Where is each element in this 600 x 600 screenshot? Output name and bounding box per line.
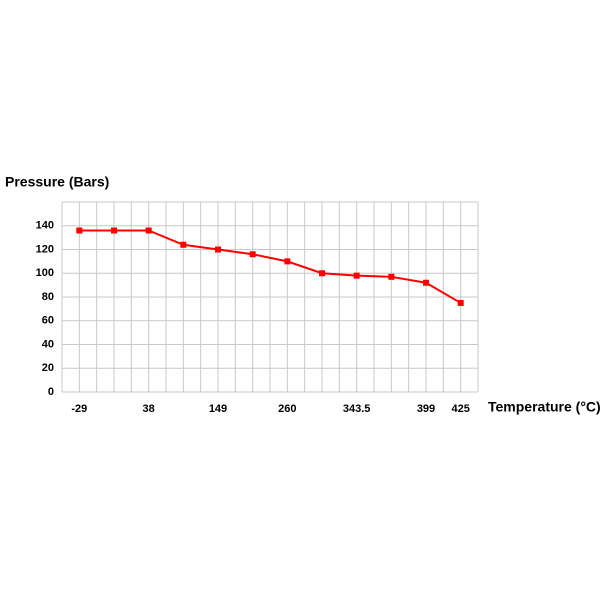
x-tick-label: 38 <box>143 403 155 415</box>
marker <box>423 279 429 286</box>
y-tick-label: 60 <box>42 315 54 327</box>
x-tick-label: -29 <box>71 403 87 415</box>
y-tick-label: 20 <box>42 362 54 374</box>
marker <box>284 258 291 265</box>
marker <box>180 241 187 248</box>
y-tick-label: 140 <box>36 220 54 232</box>
marker <box>319 270 325 277</box>
x-tick-label: 149 <box>209 403 227 415</box>
marker <box>353 272 360 279</box>
y-tick-label: 0 <box>48 386 54 398</box>
marker <box>145 227 152 234</box>
marker <box>76 227 83 234</box>
marker <box>249 251 256 258</box>
x-tick-label: 260 <box>278 403 296 415</box>
y-tick-label: 80 <box>42 291 54 303</box>
marker <box>388 273 395 280</box>
y-tick-label: 100 <box>36 267 54 279</box>
x-tick-label: 425 <box>451 403 469 415</box>
y-tick-label: 120 <box>36 243 54 255</box>
x-tick-label: 399 <box>417 403 435 415</box>
marker <box>215 246 221 253</box>
marker <box>457 299 464 306</box>
x-tick-label: 343.5 <box>343 403 371 415</box>
y-axis-title: Pressure (Bars) <box>5 174 109 190</box>
y-tick-label: 40 <box>42 338 54 350</box>
x-axis-title: Temperature (°C) <box>488 399 600 415</box>
line <box>79 229 462 304</box>
marker <box>111 227 117 234</box>
